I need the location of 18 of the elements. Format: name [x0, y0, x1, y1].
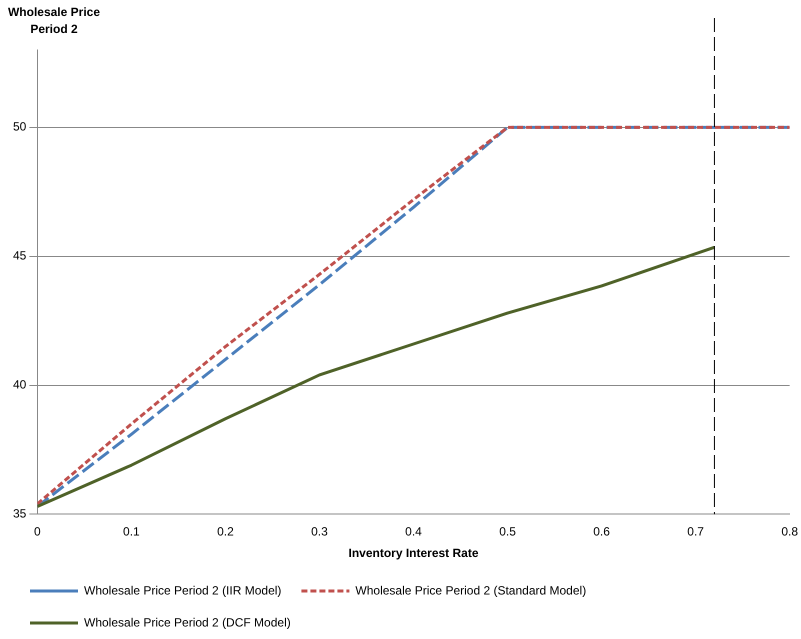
y-tick-label: 40 — [12, 378, 27, 392]
x-tick-label: 0.8 — [781, 524, 798, 539]
x-tick-label: 0 — [34, 524, 42, 539]
x-axis-title: Inventory Interest Rate — [348, 546, 479, 560]
x-tick-label: 0.2 — [217, 524, 234, 539]
y-axis-title: Wholesale Price Period 2 — [6, 4, 102, 38]
legend-label: Wholesale Price Period 2 (IIR Model) — [84, 583, 282, 598]
x-tick-label: 0.7 — [687, 524, 704, 539]
y-tick-label: 50 — [12, 120, 27, 134]
y-tick-label: 35 — [12, 506, 27, 521]
y-tick-label: 45 — [12, 248, 27, 263]
legend-label: Wholesale Price Period 2 (DCF Model) — [84, 615, 291, 630]
x-tick-label: 0.3 — [311, 524, 328, 539]
x-tick-label: 0.5 — [499, 524, 516, 539]
x-tick-label: 0.6 — [593, 524, 610, 539]
x-tick-label: 0.1 — [123, 524, 140, 539]
legend-label: Wholesale Price Period 2 (Standard Model) — [355, 583, 586, 598]
x-tick-label: 0.4 — [405, 524, 422, 539]
